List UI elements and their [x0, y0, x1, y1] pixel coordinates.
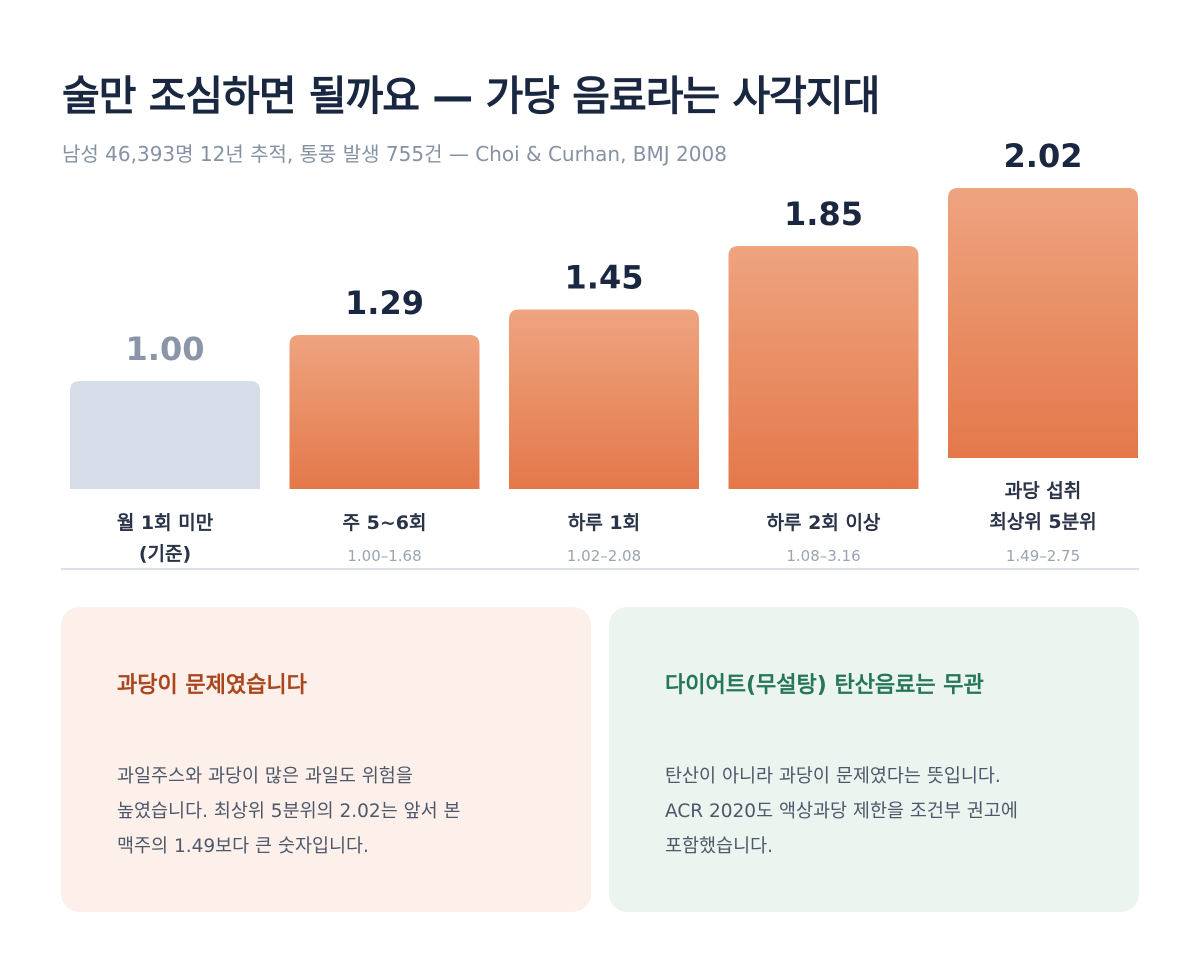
value-label: 1.45: [565, 259, 644, 297]
card-line: 탄산이 아니라 과당이 문제였다는 뜻입니다.: [665, 766, 1001, 787]
diet-soda-card-body: 탄산이 아니라 과당이 문제였다는 뜻입니다. ACR 2020도 액상과당 제…: [665, 759, 1083, 864]
ci-label: 1.02–2.08: [567, 547, 641, 565]
value-label: 1.29: [345, 284, 424, 322]
diet-soda-card-title: 다이어트(무설탕) 탄산음료는 무관: [665, 673, 984, 698]
value-label: 1.00: [126, 330, 205, 368]
chart-title: 술만 조심하면 될까요 — 가당 음료라는 사각지대: [62, 72, 880, 120]
category-label: 주 5~6회: [343, 512, 427, 534]
fructose-card-title: 과당이 문제였습니다: [117, 673, 307, 698]
bar: [70, 381, 260, 489]
value-label: 2.02: [1004, 137, 1083, 175]
card-line: 포함했습니다.: [665, 836, 774, 857]
ci-label: 1.00–1.68: [347, 547, 421, 565]
category-label: 과당 섭취: [1005, 480, 1082, 502]
bar-chart: 1.00 월 1회 미만 (기준) 1.29 주 5~6회 1.00–1.68 1.45 하루…: [61, 137, 1139, 570]
chart-subtitle: 남성 46,393명 12년 추적, 통풍 발생 755건 — Choi & C…: [62, 142, 727, 166]
category-label: 하루 2회 이상: [767, 512, 881, 534]
category-label: 월 1회 미만: [117, 512, 214, 534]
card-line: 과일주스와 과당이 많은 과일도 위험을: [117, 766, 413, 787]
diet-soda-card: 다이어트(무설탕) 탄산음료는 무관 탄산이 아니라 과당이 문제였다는 뜻입니…: [609, 607, 1139, 912]
category-label: 최상위 5분위: [989, 511, 1096, 533]
fructose-card-body: 과일주스와 과당이 많은 과일도 위험을 높였습니다. 최상위 5분위의 2.0…: [117, 759, 535, 864]
card-line: ACR 2020도 액상과당 제한을 조건부 권고에: [665, 801, 1018, 822]
ci-label: 1.49–2.75: [1006, 547, 1080, 565]
value-label: 1.85: [784, 195, 863, 233]
bar: [509, 309, 699, 489]
bar: [728, 246, 919, 489]
bar: [948, 188, 1138, 458]
fructose-card: 과당이 문제였습니다 과일주스와 과당이 많은 과일도 위험을 높였습니다. 최…: [61, 607, 591, 912]
ci-label: 1.08–3.16: [786, 547, 860, 565]
card-line: 높였습니다. 최상위 5분위의 2.02는 앞서 본: [117, 801, 461, 822]
category-label: (기준): [139, 543, 191, 565]
category-label: 하루 1회: [568, 512, 640, 534]
bar: [289, 334, 480, 489]
card-line: 맥주의 1.49보다 큰 숫자입니다.: [117, 836, 369, 857]
